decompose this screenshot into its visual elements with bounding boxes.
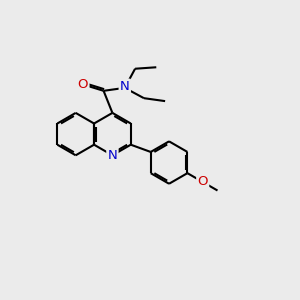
Text: O: O — [197, 176, 208, 188]
Text: N: N — [120, 80, 130, 93]
Text: O: O — [78, 78, 88, 92]
Text: N: N — [107, 149, 117, 162]
